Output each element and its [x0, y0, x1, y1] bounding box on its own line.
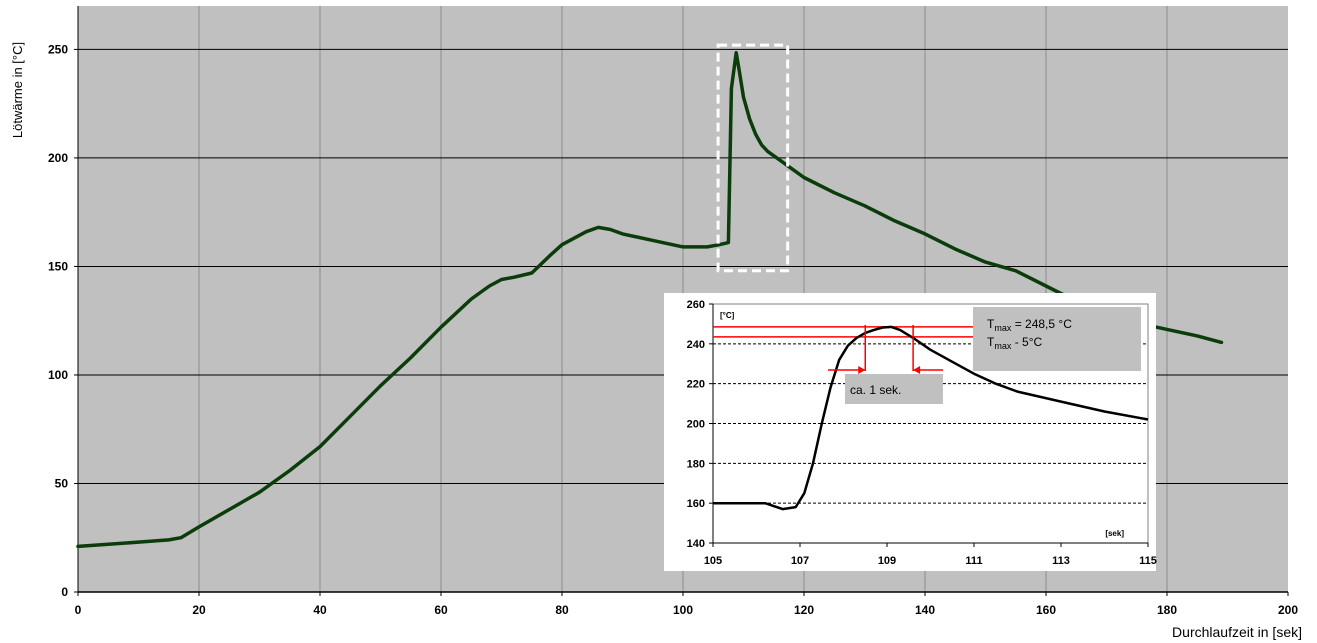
inset-y-tick-label: 200 [687, 419, 705, 431]
x-tick-label: 180 [1157, 603, 1177, 617]
inset-plot: 140 160 180 200 220 240 260 105 107 109 111 113 115 [… [664, 293, 1157, 571]
inset-y-tick-label: 260 [687, 299, 705, 311]
y-tick-label: 250 [48, 42, 68, 56]
inset-x-tick-label: 113 [1052, 555, 1070, 567]
inset-y-tick-label: 220 [687, 379, 705, 391]
x-tick-label: 40 [313, 603, 327, 617]
duration-annotation: ca. 1 sek. [850, 383, 901, 397]
inset-x-tick-label: 111 [965, 555, 982, 567]
peak-highlight-box [716, 43, 790, 273]
y-axis-title: Lötwärme in [°C] [10, 42, 25, 138]
tmax-minus-5-value: - 5°C [1011, 335, 1042, 349]
inset-x-tick-label: 109 [878, 555, 896, 567]
tmax-subscript: max [994, 323, 1012, 333]
y-tick-label: 100 [48, 368, 68, 382]
y-tick-label: 50 [55, 476, 69, 490]
inset-x-unit: [sek] [1105, 529, 1124, 538]
interval-arrow-right-head [913, 366, 921, 374]
x-tick-label: 60 [434, 603, 448, 617]
inset-x-tick-label: 107 [791, 555, 809, 567]
x-tick-label: 140 [915, 603, 935, 617]
interval-arrow-left-head [858, 366, 866, 374]
inset-y-tick-label: 140 [687, 538, 705, 550]
x-tick-label: 160 [1036, 603, 1056, 617]
inset-y-unit: [°C] [720, 311, 735, 320]
x-tick-label: 0 [75, 603, 82, 617]
x-tick-label: 120 [794, 603, 814, 617]
y-tick-label: 0 [61, 585, 68, 599]
duration-label-box [845, 374, 943, 404]
inset-y-tick-label: 160 [687, 498, 705, 510]
x-tick-label: 200 [1278, 603, 1298, 617]
tmax-annotation: Tmax = 248,5 °C [987, 317, 1072, 333]
tmax-value: = 248,5 °C [1011, 317, 1072, 331]
inset-x-tick-label: 115 [1139, 555, 1157, 567]
y-tick-label: 150 [48, 259, 68, 273]
inset-y-tick-label: 240 [687, 339, 705, 351]
tmax-minus-5-annotation: Tmax - 5°C [987, 335, 1042, 351]
tmax-label-box [973, 307, 1141, 371]
tmax-symbol: T [987, 317, 995, 331]
tmax-minus-5-symbol: T [987, 335, 995, 349]
inset-x-tick-label: 105 [704, 555, 722, 567]
x-tick-label: 80 [555, 603, 569, 617]
x-axis-title: Durchlaufzeit in [sek] [1172, 624, 1302, 640]
inset-y-tick-label: 180 [687, 458, 705, 470]
x-tick-label: 100 [673, 603, 693, 617]
x-tick-label: 20 [192, 603, 206, 617]
tmax-minus-5-subscript: max [994, 341, 1012, 351]
temperature-profile-line [76, 50, 1224, 549]
inset-temperature-line [713, 325, 1149, 511]
y-tick-label: 200 [48, 151, 68, 165]
